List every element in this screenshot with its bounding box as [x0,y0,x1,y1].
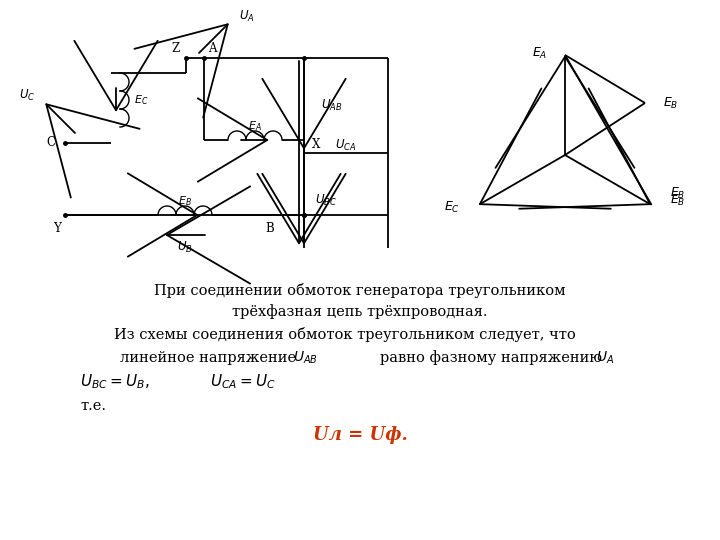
Text: $U_C$: $U_C$ [19,87,35,103]
Text: Y: Y [53,222,61,235]
Text: линейное напряжение: линейное напряжение [120,351,296,365]
Text: При соединении обмоток генератора треугольником: При соединении обмоток генератора треуго… [154,282,566,298]
Text: A: A [208,42,217,55]
Text: т.е.: т.е. [80,399,106,413]
Text: $U_{BC}$: $U_{BC}$ [315,192,337,207]
Text: $U_A$: $U_A$ [596,350,614,366]
Text: $U_{BC} = U_B,$: $U_{BC} = U_B,$ [80,373,150,392]
Text: равно фазному напряжению: равно фазному напряжению [380,350,602,366]
Text: C: C [46,137,55,150]
Text: $E_B$: $E_B$ [663,96,678,111]
Text: B: B [266,222,274,235]
Text: X: X [312,138,320,152]
Text: $E_C$: $E_C$ [444,199,460,214]
Text: $U_{AB}$: $U_{AB}$ [292,350,318,366]
Text: $E_A$: $E_A$ [531,45,547,60]
Text: Из схемы соединения обмоток треугольником следует, что: Из схемы соединения обмоток треугольнико… [114,327,576,341]
Text: $E_B$: $E_B$ [670,192,685,207]
Text: $U_{CA} = U_C$: $U_{CA} = U_C$ [210,373,276,392]
Text: трёхфазная цепь трёхпроводная.: трёхфазная цепь трёхпроводная. [233,305,487,320]
Text: $U_{AB}$: $U_{AB}$ [321,97,343,112]
Text: $E_C$: $E_C$ [134,93,148,107]
Text: Z: Z [172,42,180,55]
Text: Uл = Uф.: Uл = Uф. [312,426,408,444]
Text: $U_{CA}$: $U_{CA}$ [336,138,356,152]
Text: $E_B$: $E_B$ [670,185,685,200]
Text: $E_B$: $E_B$ [178,194,192,208]
Text: $E_A$: $E_A$ [248,119,262,133]
Text: $U_B$: $U_B$ [177,239,193,254]
Text: $U_A$: $U_A$ [239,9,255,24]
